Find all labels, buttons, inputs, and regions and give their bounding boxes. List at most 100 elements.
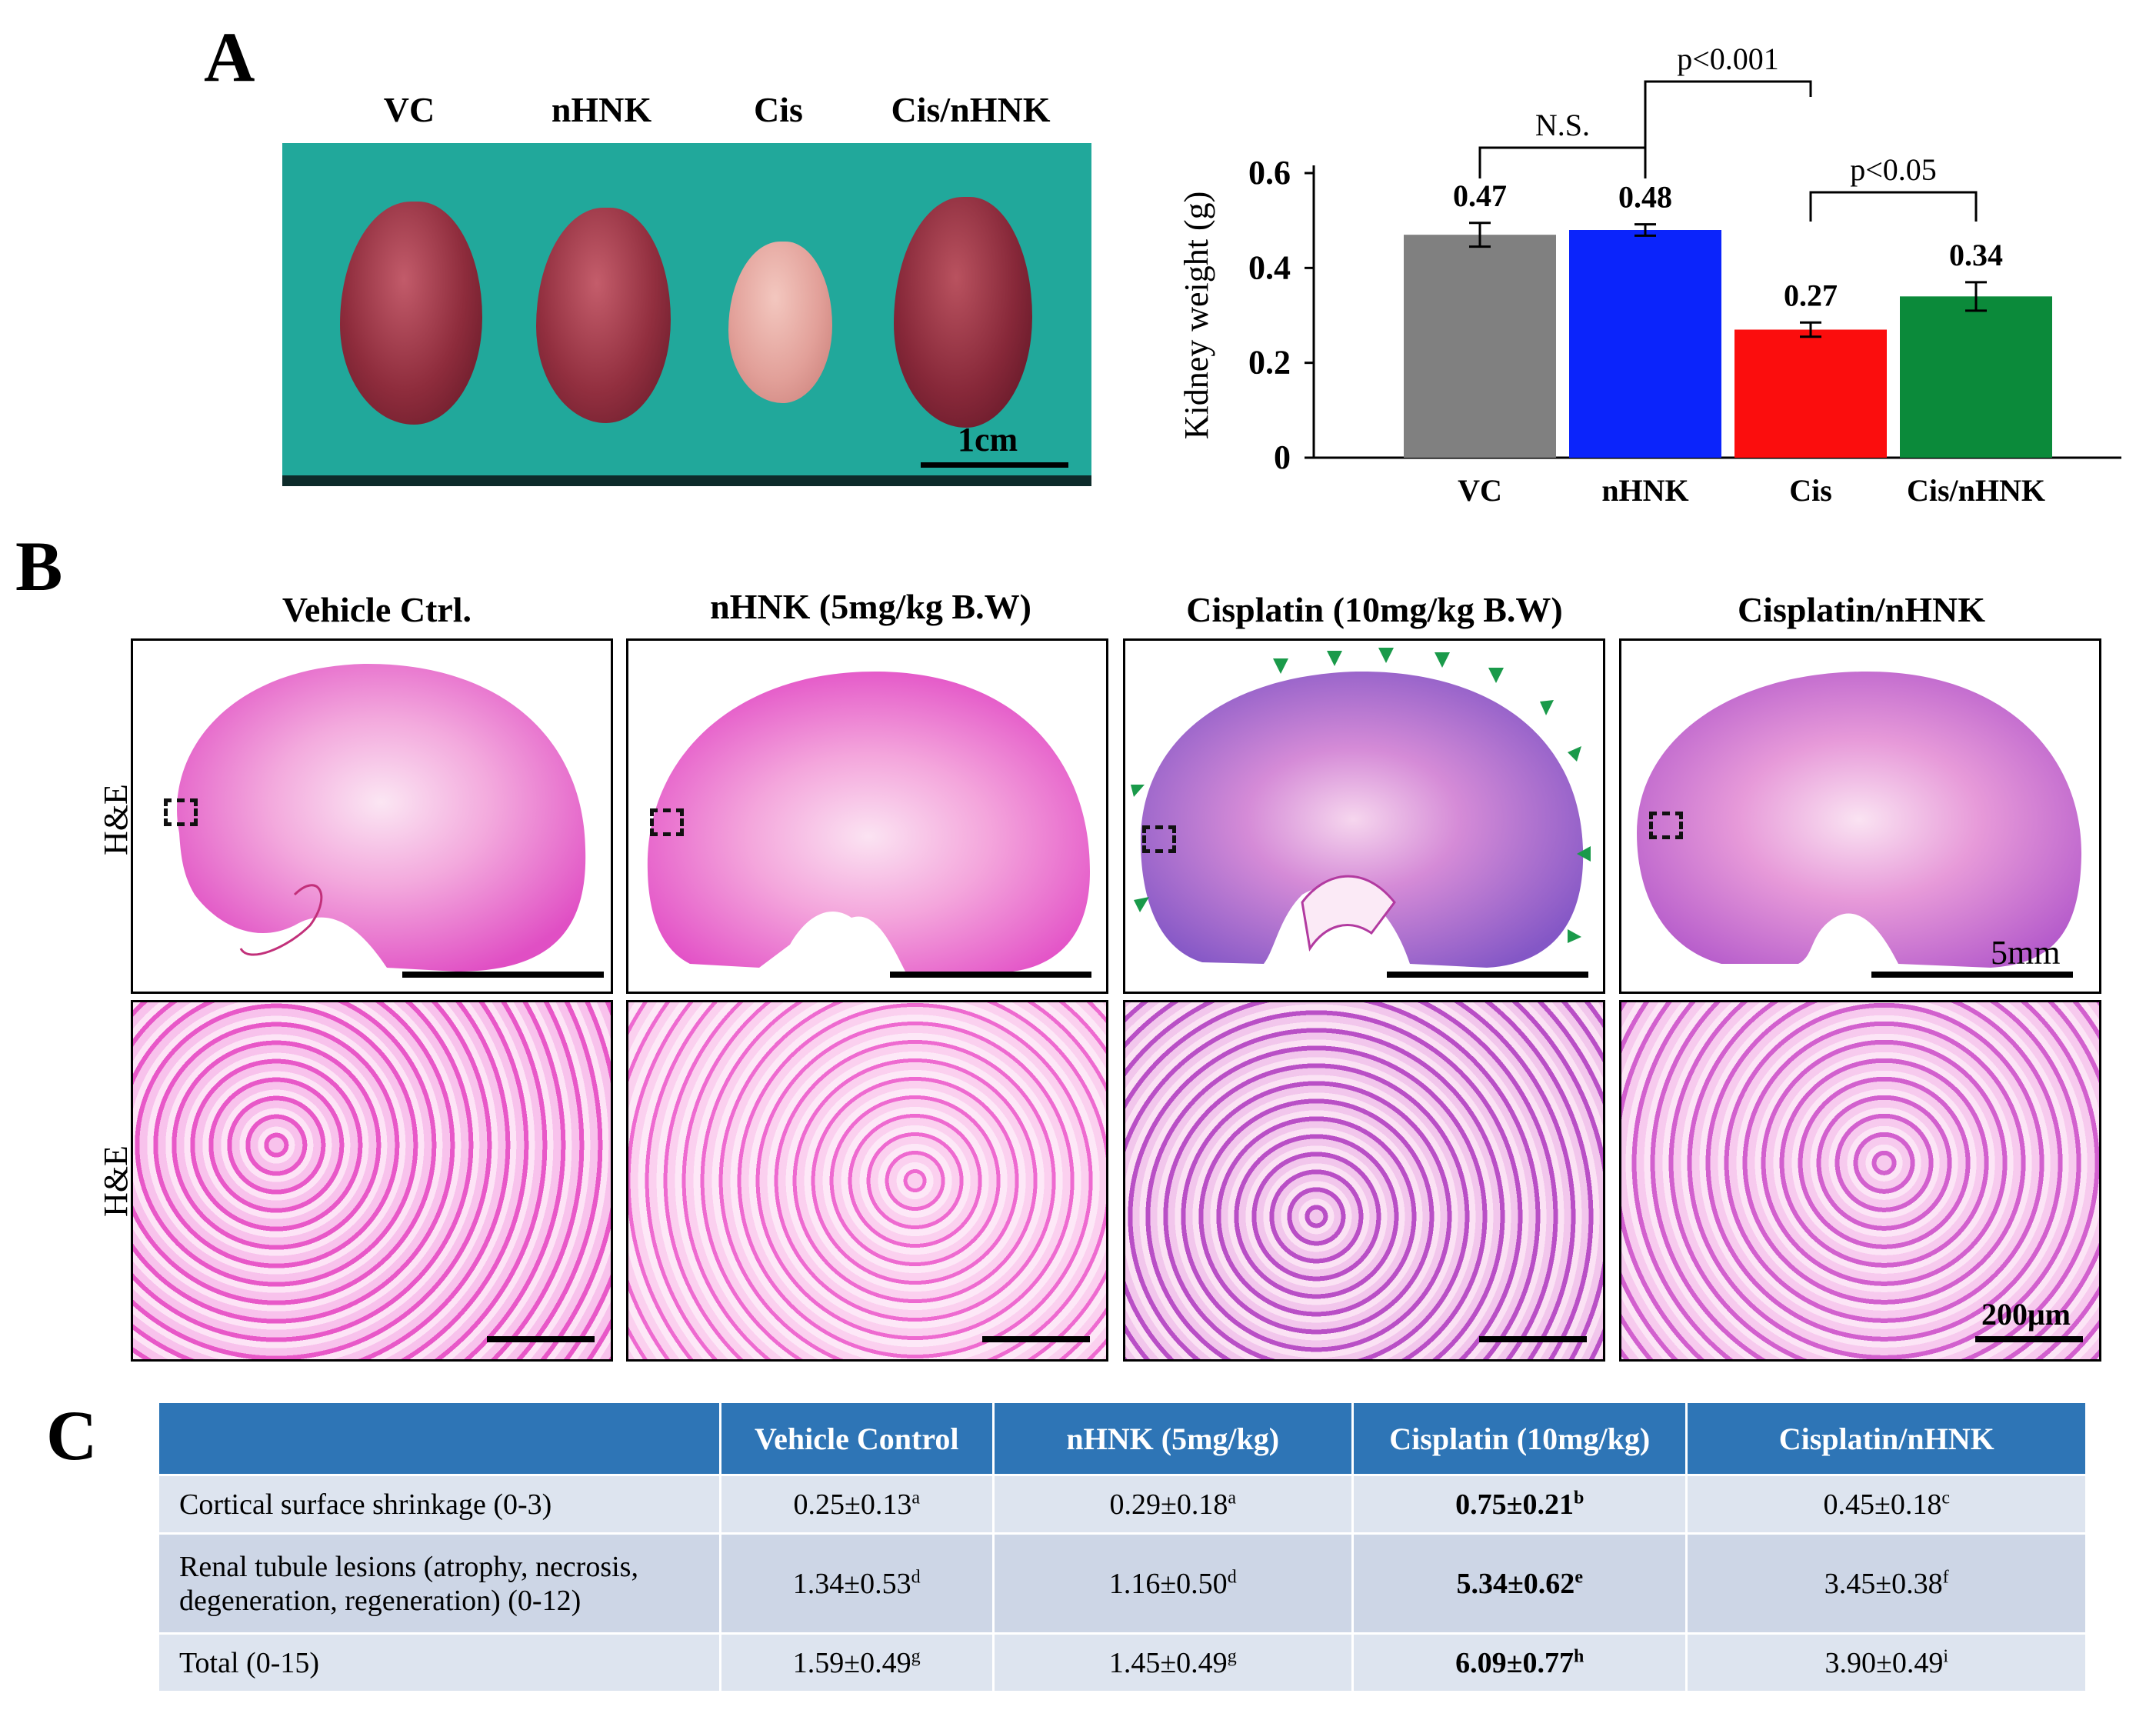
data-label: 0.47	[1453, 178, 1507, 213]
photo-scale-bar	[921, 462, 1068, 468]
photo-col-nhnk: nHNK	[551, 90, 652, 129]
table-header-cisplatin: Cisplatin (10mg/kg)	[1351, 1401, 1688, 1476]
photo-col-vc: VC	[383, 90, 435, 129]
kidney-cis	[728, 242, 832, 403]
table-cell: 3.90±0.49i	[1685, 1632, 2088, 1693]
table-header-vehicle: Vehicle Control	[718, 1401, 995, 1476]
high-mag-scale-label: 200μm	[1981, 1297, 2071, 1332]
data-label: 0.27	[1784, 278, 1838, 312]
col-title-cisplatin-nhnk: Cisplatin/nHNK	[1737, 590, 1986, 629]
col-title-nhnk: nHNK (5mg/kg B.W)	[710, 587, 1031, 626]
table-header-cisplatin-nhnk: Cisplatin/nHNK	[1685, 1401, 2088, 1476]
row-label: Total (0-15)	[157, 1632, 721, 1693]
col-title-vehicle: Vehicle Ctrl.	[282, 590, 472, 629]
table-cell: 1.34±0.53d	[718, 1532, 995, 1635]
kidney-section-cisplatin-nhnk	[1637, 672, 2082, 978]
he-low-cisplatin-nhnk: 5mm	[1619, 638, 2101, 994]
row-label-he-low: H&E	[96, 784, 135, 855]
bracket-cis-cisnhnk	[1809, 191, 1978, 222]
bar-nhnk	[1569, 230, 1721, 458]
roi-box-nhnk	[650, 808, 684, 836]
photo-col-cis: Cis	[754, 90, 803, 129]
panel-label-c: C	[46, 1396, 98, 1475]
data-label: 0.34	[1949, 238, 2003, 272]
arrowhead	[1568, 746, 1581, 762]
table-cell: 0.45±0.18c	[1685, 1474, 2088, 1535]
arrowhead	[1131, 785, 1145, 797]
table-header-empty	[157, 1401, 721, 1476]
scale-bar-high-vehicle	[487, 1336, 595, 1342]
data-label: 0.48	[1618, 180, 1672, 215]
x-tick-label: VC	[1458, 473, 1502, 508]
low-mag-scale-label: 5mm	[1991, 934, 2061, 972]
photo-scale-label: 1cm	[958, 421, 1018, 458]
photo-col-cis-nhnk: Cis/nHNK	[891, 90, 1051, 129]
row-label-he-high: H&E	[96, 1145, 135, 1217]
bracket-cis-cisnhnk-label: p<0.05	[1850, 152, 1937, 187]
photo-bottom-edge	[282, 475, 1091, 486]
arrowhead	[1378, 648, 1394, 663]
x-tick-label: Cis/nHNK	[1907, 473, 2045, 508]
table-header-nhnk: nHNK (5mg/kg)	[991, 1401, 1354, 1476]
scale-bar-high-cisplatin-nhnk	[1975, 1336, 2083, 1342]
bar-cis	[1734, 329, 1887, 458]
he-high-nhnk	[626, 1000, 1108, 1362]
kidney-section-vehicle	[177, 663, 604, 978]
scale-bar-nhnk	[890, 972, 1091, 978]
cortical-shrinkage-arrowheads	[1131, 648, 1591, 943]
table-header-row: Vehicle Control nHNK (5mg/kg) Cisplatin …	[157, 1401, 2088, 1476]
roi-box-cisplatin	[1142, 825, 1176, 853]
panel-label-a: A	[204, 18, 255, 96]
kidney-cis-nhnk	[894, 197, 1032, 428]
he-high-cisplatin	[1123, 1000, 1605, 1362]
arrowhead	[1273, 658, 1288, 674]
kidney-nhnk	[536, 208, 671, 423]
table-cell: 0.25±0.13a	[718, 1474, 995, 1535]
scale-bar-vehicle	[402, 972, 604, 978]
bracket-nhnk-cis	[1644, 80, 1812, 148]
arrowhead	[1577, 846, 1591, 862]
arrowhead	[1435, 652, 1450, 668]
table-cell: 1.45±0.49g	[991, 1632, 1354, 1693]
arrowhead	[1488, 668, 1504, 683]
y-tick-label: 0	[1274, 438, 1291, 476]
roi-box-cisplatin-nhnk	[1649, 812, 1683, 839]
row-label: Renal tubule lesions (atrophy, necrosis,…	[157, 1532, 721, 1635]
kidney-section-cisplatin	[1141, 671, 1588, 978]
table-cell: 0.75±0.21b	[1351, 1474, 1688, 1535]
roi-box-vehicle	[164, 798, 198, 826]
bar-cis-nhnk	[1900, 296, 2052, 458]
kidney-vc	[340, 202, 482, 425]
y-tick-label: 0.6	[1248, 154, 1291, 192]
y-axis-label: Kidney weight (g)	[1178, 192, 1215, 440]
scale-bar-cisplatin	[1387, 972, 1588, 978]
arrowhead	[1568, 929, 1581, 943]
histology-score-table: Vehicle Control nHNK (5mg/kg) Cisplatin …	[157, 1401, 2088, 1693]
he-low-cisplatin	[1123, 638, 1605, 994]
table-row: Renal tubule lesions (atrophy, necrosis,…	[157, 1532, 2088, 1635]
arrowhead	[1540, 700, 1554, 715]
table-cell: 1.59±0.49g	[718, 1632, 995, 1693]
bracket-vc-nhnk-label: N.S.	[1535, 108, 1590, 142]
he-low-nhnk	[626, 638, 1108, 994]
arrowhead	[1134, 897, 1149, 912]
y-tick-label: 0.4	[1248, 248, 1291, 286]
table-cell: 5.34±0.62e	[1351, 1532, 1688, 1635]
scale-bar-cisplatin-nhnk	[1871, 972, 2073, 978]
he-low-vehicle	[131, 638, 613, 994]
y-tick-label: 0.2	[1248, 344, 1291, 382]
scale-bar-high-cisplatin	[1479, 1336, 1587, 1342]
he-high-vehicle	[131, 1000, 613, 1362]
panel-label-b: B	[15, 527, 63, 605]
x-tick-label: nHNK	[1601, 473, 1688, 508]
kidney-section-nhnk	[647, 672, 1091, 978]
table-row: Total (0-15) 1.59±0.49g 1.45±0.49g 6.09±…	[157, 1632, 2088, 1693]
he-high-cisplatin-nhnk: 200μm	[1619, 1000, 2101, 1362]
arrowhead	[1327, 651, 1342, 666]
table-row: Cortical surface shrinkage (0-3) 0.25±0.…	[157, 1474, 2088, 1535]
kidney-photo: 1cm	[282, 143, 1091, 486]
bracket-nhnk-cis-label: p<0.001	[1677, 42, 1779, 76]
table-cell: 6.09±0.77h	[1351, 1632, 1688, 1693]
x-tick-label: Cis	[1789, 473, 1832, 508]
bracket-vc-nhnk	[1478, 146, 1647, 178]
